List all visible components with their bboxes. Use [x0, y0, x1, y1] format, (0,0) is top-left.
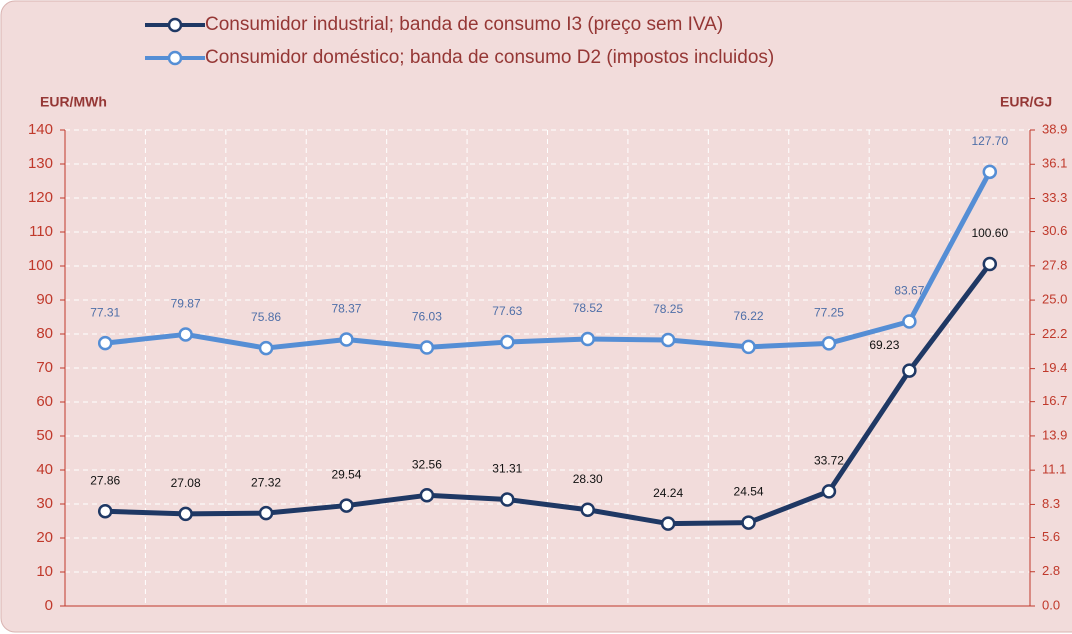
data-point — [500, 334, 515, 350]
y-tick-label: 50 — [36, 427, 53, 444]
data-point — [419, 488, 435, 503]
data-label: 31.31 — [492, 462, 522, 476]
y-tick-label: 120 — [28, 189, 53, 206]
y2-tick-label: 13.9 — [1042, 427, 1067, 442]
data-point — [982, 164, 998, 180]
data-label: 78.52 — [573, 301, 603, 315]
legend-item: Consumidor doméstico; banda de consumo D… — [145, 47, 774, 68]
legend-marker — [167, 17, 183, 33]
data-label: 79.87 — [171, 297, 201, 311]
data-point — [178, 506, 193, 522]
y-tick-label: 130 — [28, 155, 53, 172]
y2-tick-label: 36.1 — [1042, 156, 1067, 171]
y2-tick-label: 38.9 — [1042, 121, 1067, 136]
data-point — [741, 339, 756, 355]
y2-tick-label: 33.3 — [1042, 190, 1067, 205]
y-axis-title: EUR/MWh — [40, 94, 107, 110]
y2-tick-label: 2.8 — [1042, 563, 1060, 578]
data-label: 29.54 — [331, 468, 361, 482]
data-point — [821, 336, 837, 351]
data-label: 75.86 — [251, 310, 281, 324]
data-label: 76.03 — [412, 310, 442, 324]
data-point — [419, 340, 435, 355]
data-label: 32.56 — [412, 457, 442, 471]
data-point — [339, 332, 354, 347]
data-point — [821, 484, 837, 499]
data-label: 28.30 — [573, 472, 603, 486]
series-line — [105, 262, 992, 527]
y2-tick-label: 30.6 — [1042, 223, 1067, 238]
data-point — [258, 340, 274, 356]
data-point — [500, 492, 515, 507]
y-tick-label: 70 — [36, 359, 53, 376]
y2-axis-title: EUR/GJ — [1000, 94, 1052, 110]
legend-label: Consumidor doméstico; banda de consumo D… — [205, 47, 774, 68]
data-point — [982, 256, 998, 272]
data-label: 100.60 — [971, 226, 1008, 240]
data-point — [902, 314, 917, 329]
data-label: 83.67 — [894, 284, 924, 298]
data-label: 77.31 — [90, 305, 120, 319]
data-label: 24.24 — [653, 486, 683, 500]
data-point — [660, 516, 676, 531]
y-tick-label: 100 — [28, 257, 53, 274]
y2-tick-label: 19.4 — [1042, 360, 1067, 375]
data-label: 78.25 — [653, 302, 683, 316]
y2-tick-label: 27.8 — [1042, 257, 1067, 272]
data-label: 127.70 — [971, 134, 1008, 148]
data-point — [660, 332, 676, 348]
data-point — [339, 498, 354, 513]
data-label: 27.32 — [251, 475, 281, 489]
y2-tick-label: 0.0 — [1042, 597, 1060, 612]
y-tick-label: 140 — [28, 121, 53, 138]
data-point — [178, 327, 193, 342]
legend-item: Consumidor industrial; banda de consumo … — [145, 14, 723, 35]
data-point — [258, 505, 274, 521]
y-tick-label: 20 — [36, 529, 53, 546]
data-point — [741, 515, 756, 530]
data-label: 77.63 — [492, 304, 522, 318]
y-tick-label: 30 — [36, 495, 53, 512]
data-label: 76.22 — [734, 309, 764, 323]
legend-label: Consumidor industrial; banda de consumo … — [205, 14, 723, 35]
y-tick-label: 10 — [36, 563, 53, 580]
data-label: 27.08 — [171, 476, 201, 490]
y-tick-label: 60 — [36, 393, 53, 410]
y-tick-label: 90 — [36, 291, 53, 308]
y2-tick-label: 11.1 — [1042, 462, 1066, 477]
y-tick-label: 80 — [36, 325, 53, 342]
y2-tick-label: 25.0 — [1042, 292, 1067, 307]
data-label: 33.72 — [814, 454, 844, 468]
data-label: 77.25 — [814, 306, 844, 320]
legend-marker — [167, 50, 183, 66]
data-point — [580, 502, 595, 518]
data-label: 78.37 — [331, 302, 361, 316]
y-tick-label: 40 — [36, 461, 53, 478]
y2-tick-label: 22.2 — [1042, 326, 1067, 341]
data-label: 24.54 — [734, 485, 764, 499]
y2-tick-label: 16.7 — [1042, 393, 1067, 408]
y2-tick-label: 8.3 — [1042, 496, 1060, 511]
y-tick-label: 0 — [45, 597, 53, 614]
y-tick-label: 110 — [29, 223, 53, 240]
data-label: 27.86 — [90, 473, 120, 487]
data-point — [97, 504, 113, 519]
data-point — [97, 335, 113, 351]
data-point — [902, 363, 917, 378]
data-point — [580, 331, 595, 347]
y2-tick-label: 5.6 — [1042, 529, 1060, 544]
data-label: 69.23 — [869, 338, 899, 352]
series-line — [104, 170, 992, 351]
